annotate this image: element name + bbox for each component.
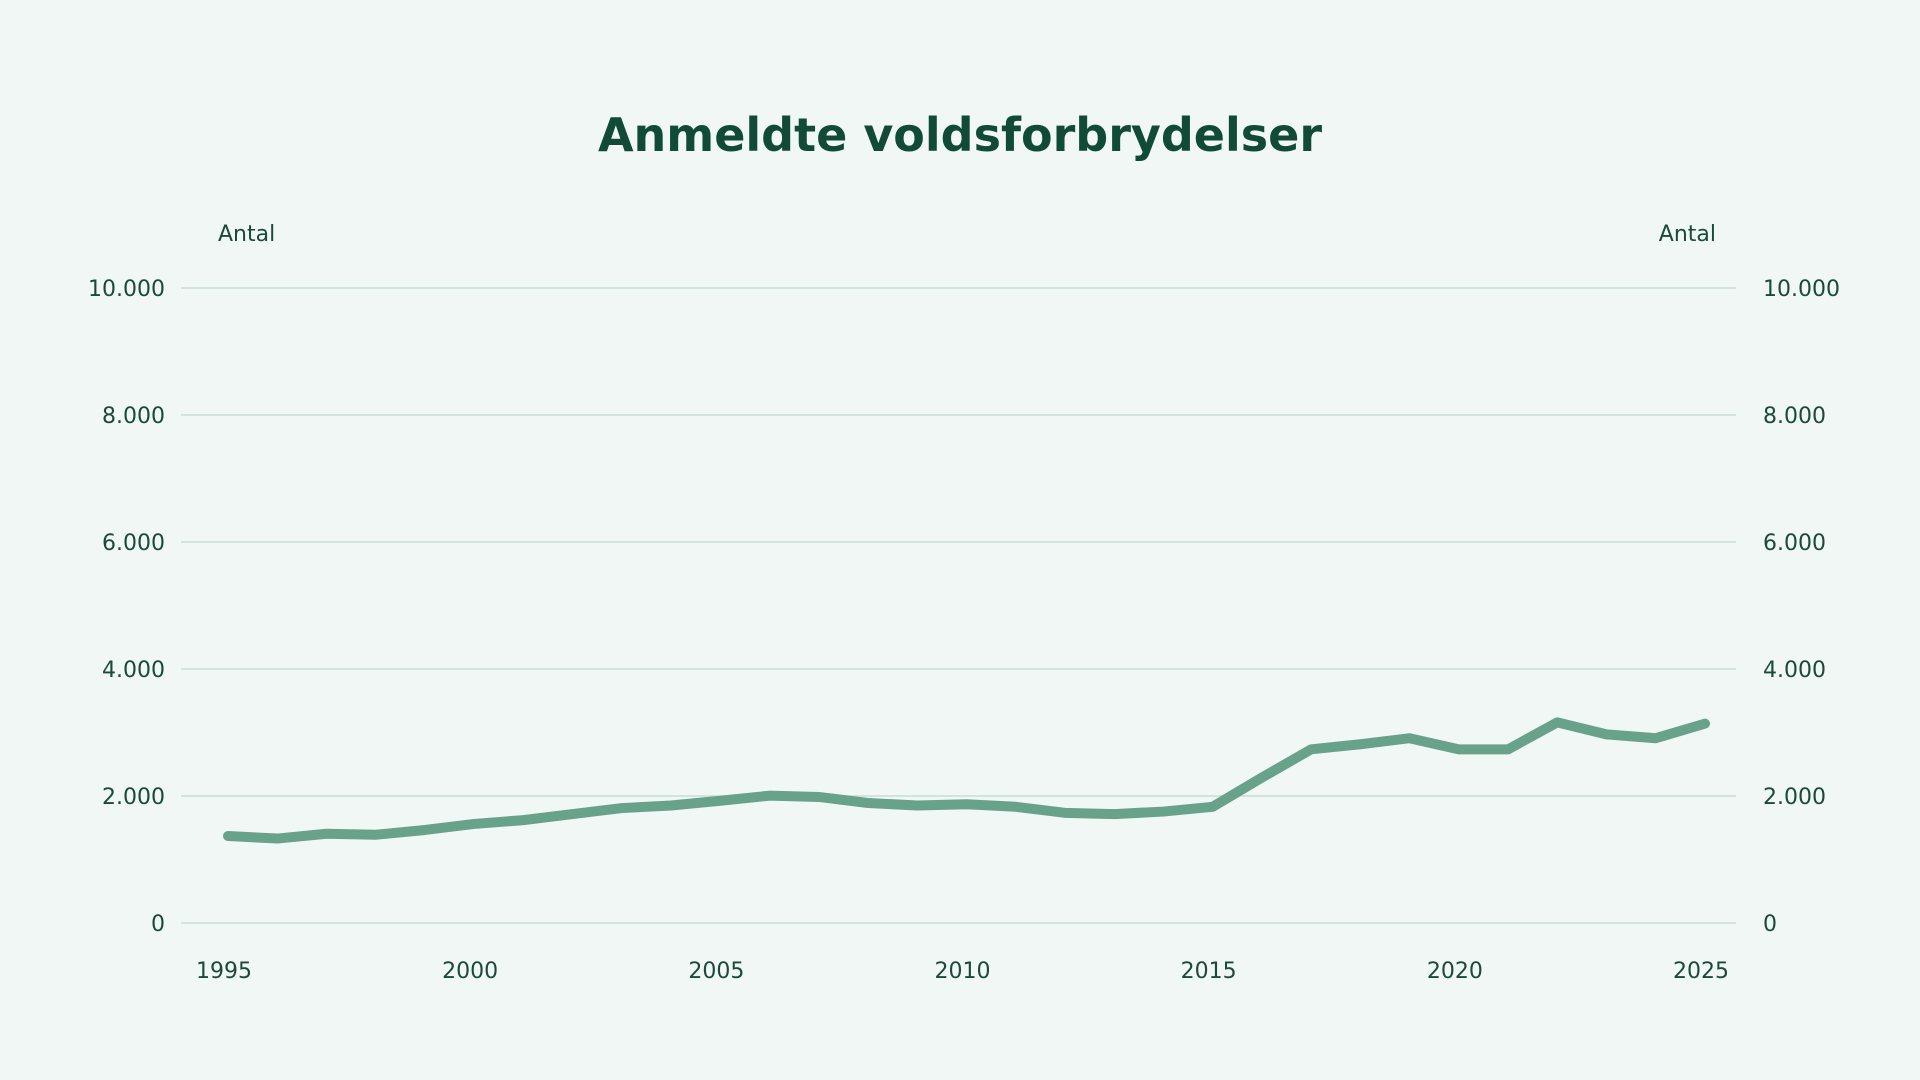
- y-axis-label-right: Antal: [1658, 222, 1716, 247]
- y-tick-label-right: 4.000: [1763, 658, 1826, 683]
- x-tick-label: 2025: [1673, 959, 1729, 984]
- x-tick-label: 2000: [442, 959, 498, 984]
- y-tick-label-right: 2.000: [1763, 785, 1826, 810]
- y-tick-label-right: 0: [1763, 912, 1777, 937]
- x-tick-label: 1995: [196, 959, 252, 984]
- x-tick-label: 2015: [1181, 959, 1237, 984]
- x-tick-label: 2005: [688, 959, 744, 984]
- y-tick-label-right: 10.000: [1763, 277, 1840, 302]
- y-tick-label-left: 8.000: [102, 404, 165, 429]
- chart-title: Anmeldte voldsforbrydelser: [597, 108, 1323, 162]
- y-tick-label-right: 8.000: [1763, 404, 1826, 429]
- y-tick-label-right: 6.000: [1763, 531, 1826, 556]
- x-tick-label: 2020: [1427, 959, 1483, 984]
- y-tick-label-left: 4.000: [102, 658, 165, 683]
- x-tick-label: 2010: [935, 959, 991, 984]
- data-line: [223, 717, 1710, 844]
- y-axis-label-left: Antal: [218, 222, 276, 247]
- y-tick-label-left: 0: [151, 912, 165, 937]
- y-tick-label-left: 10.000: [88, 277, 165, 302]
- y-tick-label-left: 2.000: [102, 785, 165, 810]
- y-tick-label-left: 6.000: [102, 531, 165, 556]
